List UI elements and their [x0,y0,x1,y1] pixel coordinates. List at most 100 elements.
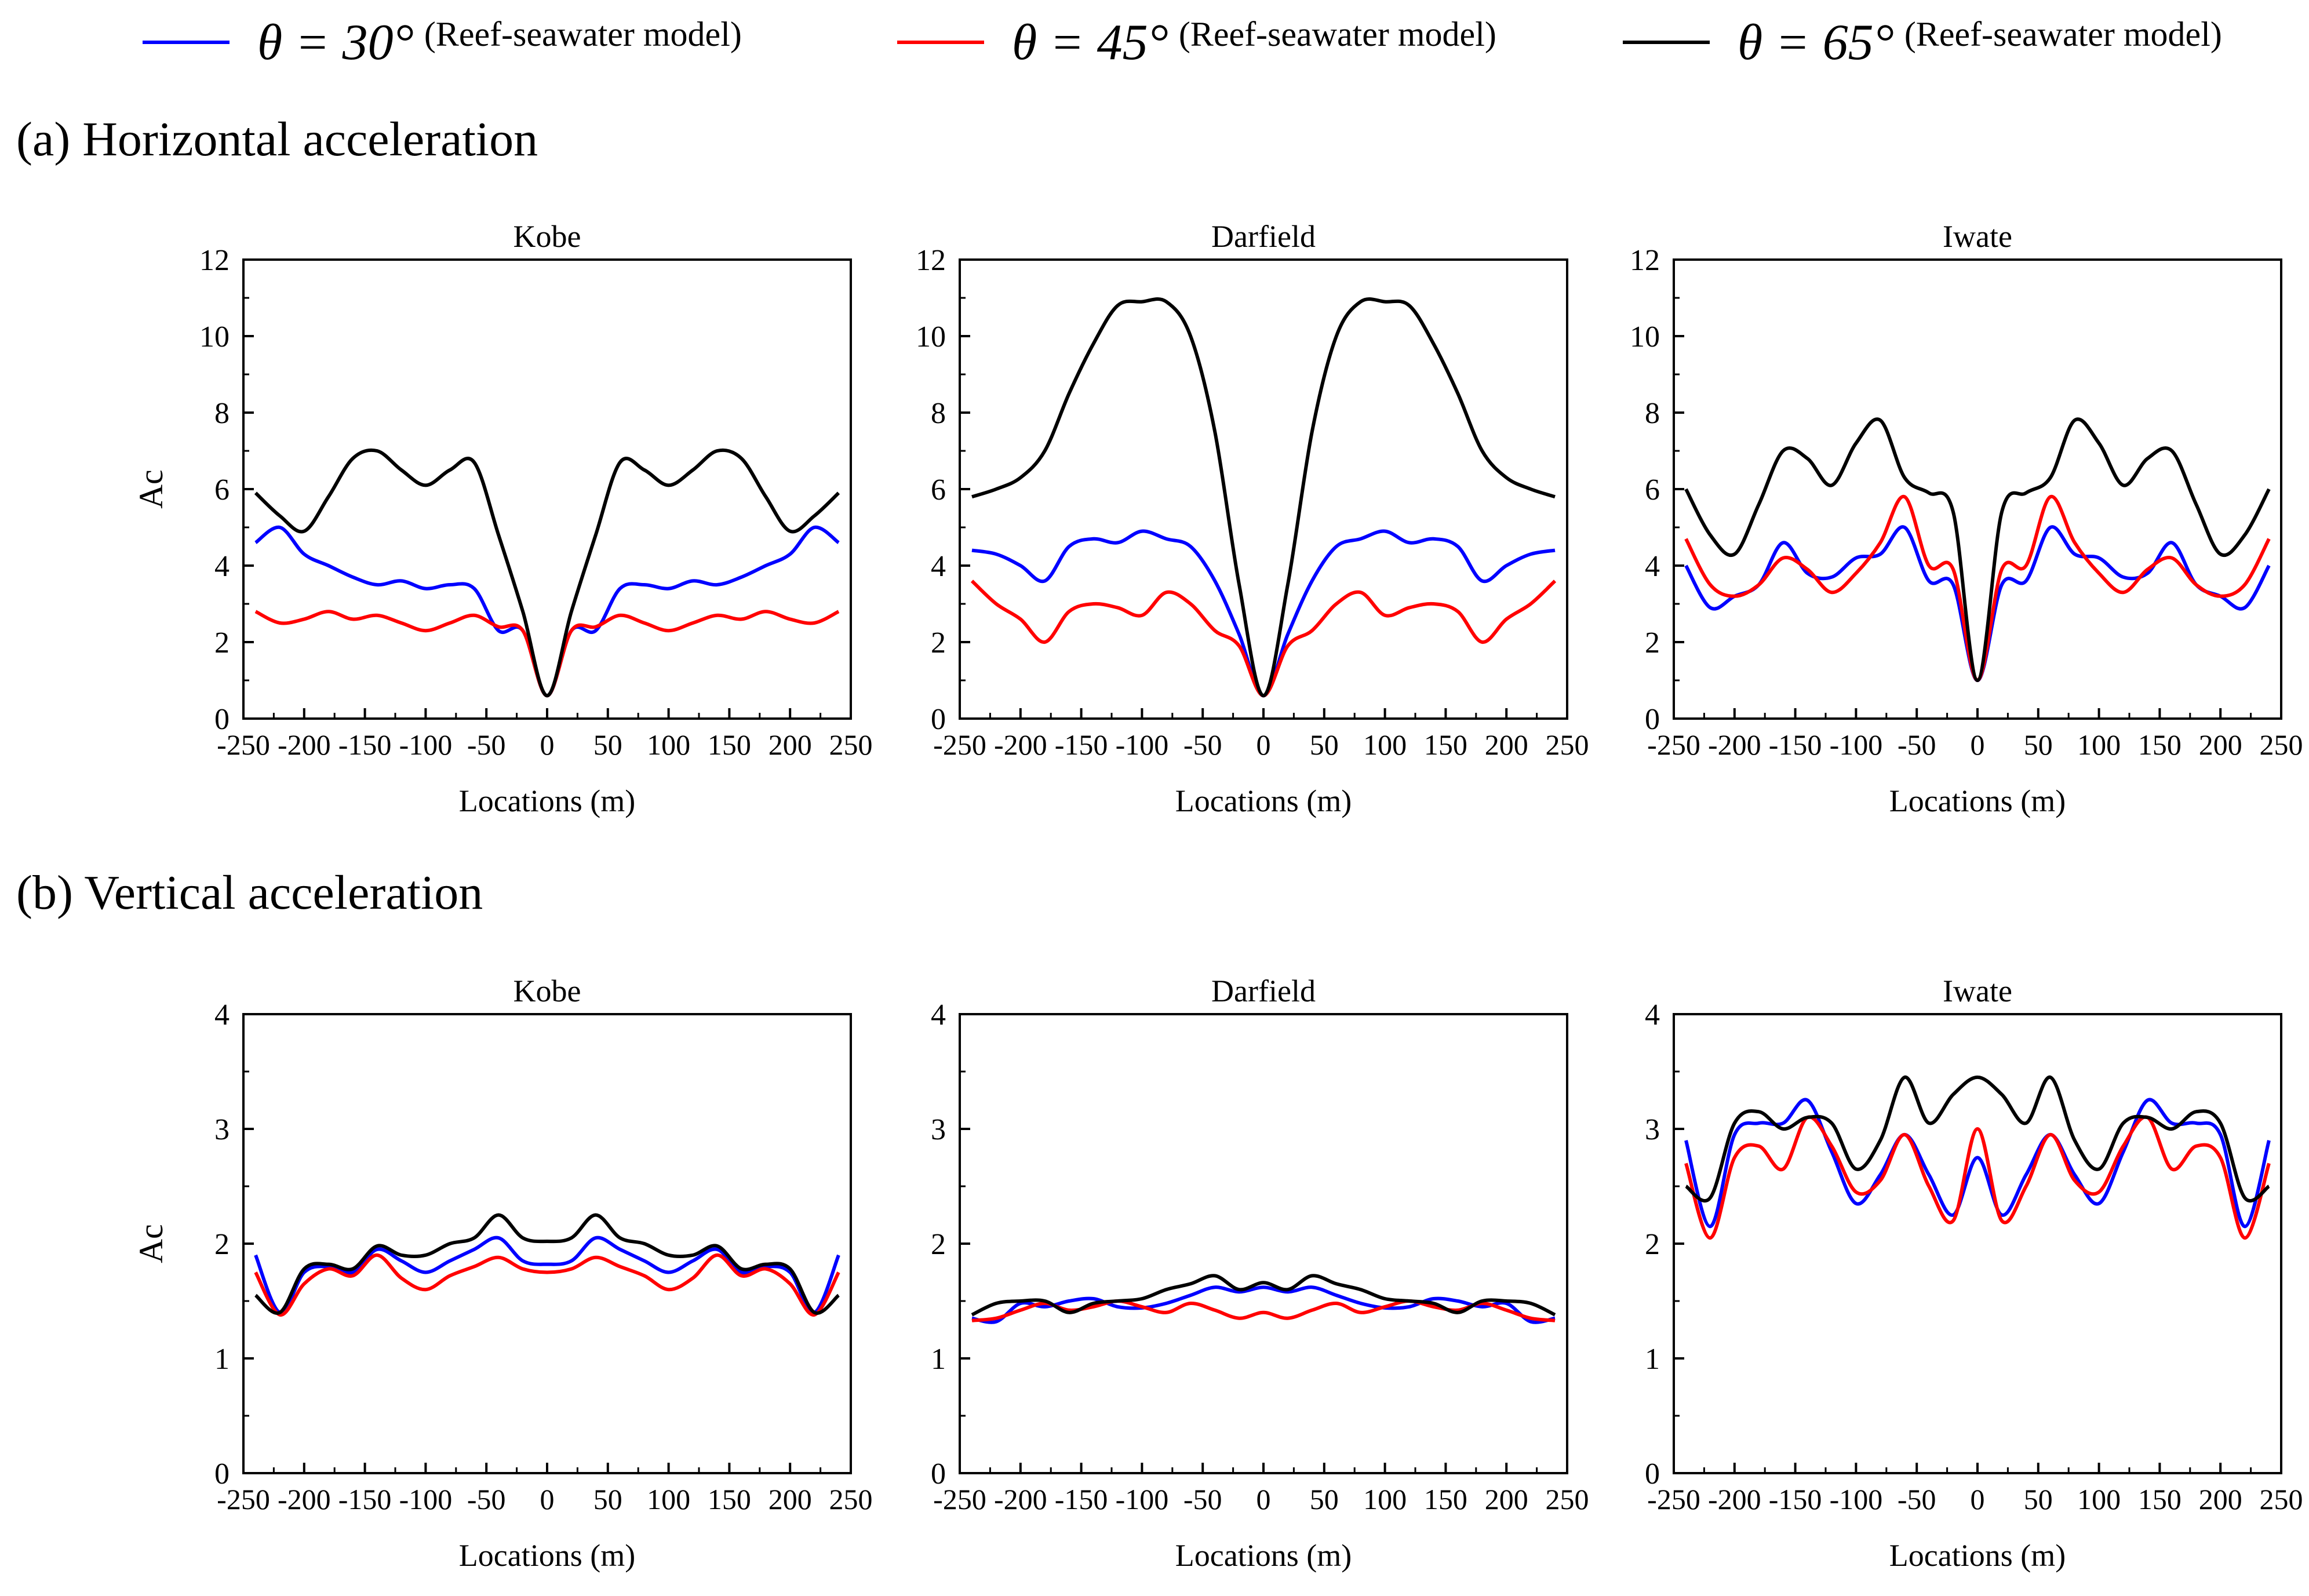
x-tick-label: -150 [1055,728,1108,761]
x-axis-label: Locations (m) [1175,1538,1352,1573]
legend-note: (Reef-seawater model) [424,14,742,53]
y-tick-label: 1 [1645,1343,1660,1376]
legend-line-swatch [143,41,230,44]
chart-title: Kobe [513,974,581,1008]
y-tick-label: 12 [199,244,230,277]
y-tick-label: 12 [916,244,946,277]
x-tick-label: 250 [2260,728,2303,761]
x-tick-label: -150 [338,1483,392,1515]
x-tick-label: 150 [2138,1483,2181,1515]
x-tick-label: -100 [399,728,453,761]
y-tick-label: 0 [214,703,230,736]
chart-title: Iwate [1943,219,2012,254]
legend-item-1: θ = 30° (Reef-seawater model) [143,10,742,74]
x-tick-label: 200 [1485,1483,1528,1515]
y-axis-label: Ac [132,469,170,509]
x-tick-label: -100 [1116,728,1169,761]
x-tick-label: -250 [933,1483,986,1515]
y-tick-label: 0 [931,1457,946,1491]
x-tick-label: -150 [338,728,392,761]
section-title-horizontal: (a) Horizontal acceleration [16,112,538,166]
plot-frame [1673,1013,2282,1474]
x-tick-label: -50 [1898,1483,1936,1515]
x-tick-label: -200 [994,728,1047,761]
y-tick-label: 2 [214,1228,230,1261]
x-axis-label: Locations (m) [459,1538,635,1573]
series-line-3 [254,1213,840,1315]
plot-frame [959,258,1568,720]
x-tick-label: -100 [1116,1483,1169,1515]
x-tick-label: 50 [2024,1483,2053,1515]
x-tick-label: -250 [217,1483,270,1515]
y-tick-label: 6 [214,473,230,507]
x-tick-label: 50 [593,1483,622,1515]
series-line-3 [971,297,1556,698]
chart-title: Darfield [1211,219,1316,254]
x-tick-label: -100 [399,1483,453,1515]
legend-note: (Reef-seawater model) [1904,14,2222,53]
series-line-1 [254,1236,840,1314]
y-tick-label: 2 [214,626,230,659]
series-line-2 [1684,495,2271,682]
section-title-vertical: (b) Vertical acceleration [16,866,483,920]
y-axis-label: Ac [132,1224,170,1263]
y-tick-label: 0 [1645,1457,1660,1491]
x-tick-label: 100 [2077,1483,2121,1515]
y-tick-label: 4 [1645,999,1660,1032]
x-tick-label: 50 [1310,1483,1339,1515]
series-line-2 [1684,1115,2271,1240]
y-tick-label: 3 [931,1113,946,1146]
series-line-1 [254,525,840,698]
x-tick-label: -100 [1830,1483,1883,1515]
x-axis-label: Locations (m) [1889,784,2066,818]
x-tick-label: 150 [2138,728,2181,761]
y-tick-label: 2 [931,626,946,659]
x-axis-label: Locations (m) [1175,784,1352,818]
chart-panel-3: Iwate 0 2 4 6 8 10 12 -250 -200 -150 -100 -50 0 50 100 1… [1630,219,2303,818]
x-tick-label: 100 [1363,1483,1407,1515]
legend-line-swatch [1623,41,1710,44]
x-tick-label: 150 [1424,1483,1467,1515]
chart-title: Kobe [513,219,581,254]
y-tick-label: 0 [1645,703,1660,736]
x-tick-label: 250 [829,1483,873,1515]
x-tick-label: 0 [540,1483,555,1515]
x-tick-label: -250 [1647,1483,1700,1515]
x-tick-label: 200 [2199,728,2242,761]
x-tick-label: 150 [708,1483,751,1515]
chart-title: Darfield [1211,974,1316,1008]
x-tick-label: 150 [1424,728,1467,761]
x-tick-label: -150 [1769,728,1822,761]
x-tick-label: 0 [540,728,555,761]
x-tick-label: 200 [769,1483,812,1515]
y-tick-label: 2 [1645,1228,1660,1261]
x-tick-label: 100 [2077,728,2121,761]
x-tick-label: 50 [2024,728,2053,761]
x-tick-label: 50 [1310,728,1339,761]
x-tick-label: 50 [593,728,622,761]
series-line-2 [254,1253,840,1317]
series-line-1 [971,1285,1556,1324]
x-tick-label: 150 [708,728,751,761]
x-tick-label: 0 [1257,1483,1271,1515]
x-tick-label: -250 [217,728,270,761]
x-tick-label: -200 [1708,728,1761,761]
y-tick-label: 1 [931,1343,946,1376]
legend-note: (Reef-seawater model) [1178,14,1496,53]
y-tick-label: 4 [1645,550,1660,583]
series-line-3 [254,448,840,698]
y-tick-label: 10 [916,320,946,354]
x-tick-label: 0 [1971,1483,1985,1515]
series-line-3 [971,1274,1556,1317]
legend-symbol: θ = 30° [257,14,414,71]
x-tick-label: -50 [467,1483,506,1515]
x-tick-label: -50 [1898,728,1936,761]
chart-panel-1: Kobe 0 2 4 6 8 10 12 -250 -200 -150 -100 -50 0 50 100 15… [132,219,873,818]
chart-panel-6: Iwate 0 1 2 3 4 -250 -200 -150 -100 -50 0 50 100 150 20… [1645,974,2303,1573]
x-tick-label: -250 [933,728,986,761]
plot-frame [959,1013,1568,1474]
y-tick-label: 8 [214,397,230,430]
x-tick-label: 100 [1363,728,1407,761]
x-tick-label: -150 [1769,1483,1822,1515]
